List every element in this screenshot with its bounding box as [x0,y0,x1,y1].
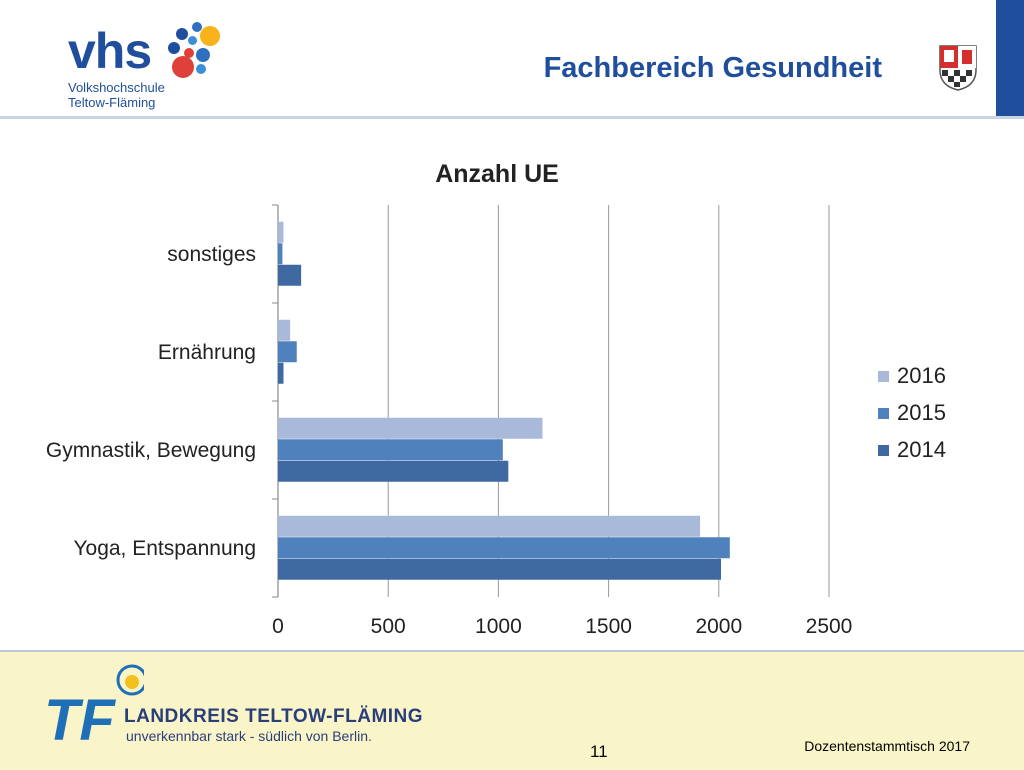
bar-2016-3 [278,515,701,537]
vhs-logo-line1: Volkshochschule [68,80,165,95]
category-label: Yoga, Entspannung [73,537,256,560]
bar-2014-1 [278,362,284,384]
x-tick-label: 2000 [695,615,742,638]
header-divider [0,116,1024,119]
bar-2014-0 [278,264,302,286]
vhs-logo: vhs Volkshochschule Teltow-Fläming [64,20,234,112]
bar-2014-2 [278,460,509,482]
vhs-logo-word: vhs [68,23,152,79]
legend-label-2016: 2016 [897,363,946,388]
event-name: Dozentenstammtisch 2017 [804,738,970,754]
bar-2015-2 [278,439,503,461]
district-tagline: unverkennbar stark - südlich von Berlin. [126,728,372,744]
page-title: Fachbereich Gesundheit [543,52,882,84]
legend-swatch-2016 [878,371,889,382]
legend-swatch-2014 [878,445,889,456]
bar-2016-0 [278,221,284,243]
legend-label-2015: 2015 [897,400,946,425]
chart-x-ticks: 0 500 1000 1500 2000 2500 [272,615,852,638]
svg-text:TF: TF [44,688,116,750]
vhs-logo-line2: Teltow-Fläming [68,95,156,110]
chart-category-labels: sonstiges Ernährung Gymnastik, Bewegung Yog… [46,243,256,560]
header-accent-bar [996,0,1024,118]
bar-2016-1 [278,319,291,341]
bar-2014-3 [278,558,722,580]
category-label: Ernährung [158,341,256,364]
footer [0,650,1024,770]
x-tick-label: 2500 [806,615,853,638]
chart-title: Anzahl UE [435,160,559,188]
page-number: 11 [590,742,608,761]
chart-legend: 2016 2015 2014 [878,363,946,462]
category-label: sonstiges [167,243,256,266]
bar-2015-3 [278,537,730,559]
bar-2016-2 [278,417,543,439]
district-name: LANDKREIS TELTOW-FLÄMING [124,706,424,727]
x-tick-label: 1000 [475,615,522,638]
x-tick-label: 0 [272,615,284,638]
legend-swatch-2015 [878,408,889,419]
tf-logo-icon: TF [44,664,144,750]
bar-2015-0 [278,243,283,265]
chart: Anzahl UE sonstiges Ernährung Gymnastik, B… [46,160,946,638]
x-tick-label: 1500 [585,615,632,638]
x-tick-label: 500 [371,615,406,638]
chart-bars [278,221,730,580]
coat-of-arms-icon [939,45,977,91]
category-label: Gymnastik, Bewegung [46,439,256,462]
legend-label-2014: 2014 [897,437,946,462]
bar-2015-1 [278,341,297,363]
